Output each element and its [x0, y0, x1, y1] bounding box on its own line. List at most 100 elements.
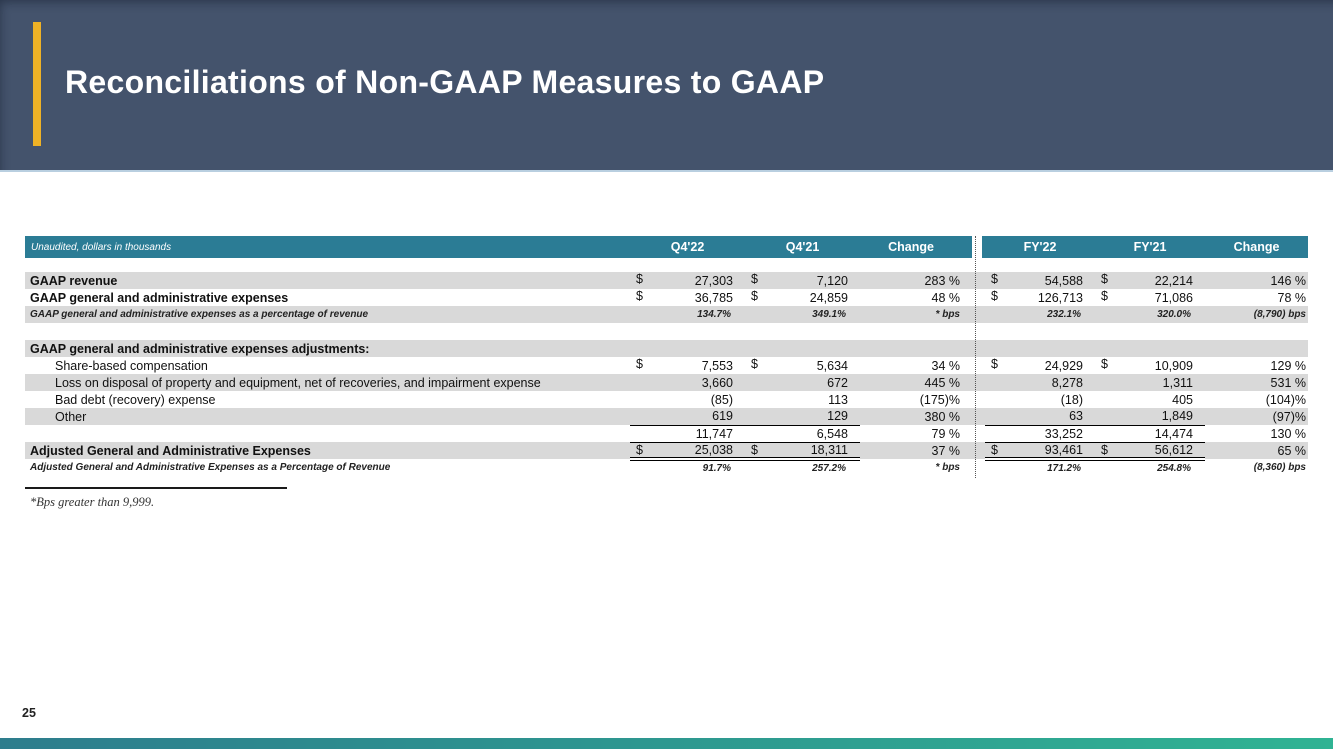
cell-value: 34 %	[931, 358, 961, 373]
table-note: Unaudited, dollars in thousands	[25, 236, 630, 258]
change-cell: * bps	[860, 306, 962, 323]
value-cell: 171.2%	[985, 459, 1095, 476]
cell-value: 1,849	[1161, 409, 1193, 424]
change-cell: 65 %	[1205, 442, 1308, 459]
currency-symbol: $	[1101, 272, 1108, 286]
cell-value: 257.2%	[812, 463, 846, 474]
row-label: Other	[25, 408, 630, 425]
value-cell: 619	[630, 408, 745, 426]
cell-value: 254.8%	[1157, 463, 1191, 474]
cell-value: 25,038	[694, 442, 733, 457]
value-cell: $25,038	[630, 442, 745, 461]
change-cell: 531 %	[1205, 374, 1308, 391]
row-label: GAAP general and administrative expenses	[30, 290, 289, 305]
cell-value: 54,588	[1044, 273, 1083, 288]
value-cell: 254.8%	[1095, 459, 1205, 476]
value-cell: 8,278	[985, 374, 1095, 391]
cell-value: 320.0%	[1157, 309, 1191, 320]
change-cell: (8,360) bps	[1205, 459, 1308, 476]
change-cell: 79 %	[860, 425, 962, 442]
table-row: 11,747 6,548 79 % 33,252 14,474 130 %	[25, 425, 1308, 443]
cell-value: 130 %	[1270, 426, 1306, 441]
currency-symbol: $	[1101, 442, 1108, 457]
cell-value: 531 %	[1270, 375, 1306, 390]
column-header-change-fy: Change	[1205, 236, 1308, 258]
cell-value: 5,634	[816, 358, 848, 373]
cell-value: (85)	[710, 392, 733, 407]
value-cell: $126,713	[985, 289, 1095, 306]
table-row: Adjusted General and Administrative Expe…	[25, 459, 1308, 476]
change-cell: (8,790) bps	[1205, 306, 1308, 323]
change-cell	[1205, 340, 1308, 357]
cell-value: 91.7%	[702, 463, 731, 474]
cell-value: 126,713	[1037, 290, 1083, 305]
cell-value: (8,790) bps	[1253, 309, 1306, 320]
page-number: 25	[22, 706, 36, 720]
cell-value: 37 %	[931, 443, 961, 458]
column-header-change-q: Change	[860, 236, 962, 258]
cell-value: 71,086	[1154, 290, 1193, 305]
footnote-rule	[25, 487, 287, 489]
reconciliation-table: Unaudited, dollars in thousands Q4'22 Q4…	[25, 236, 1308, 476]
cell-value: 24,929	[1044, 358, 1083, 373]
currency-symbol: $	[636, 289, 643, 303]
table-row: GAAP general and administrative expenses…	[25, 306, 1308, 323]
cell-value: 380 %	[924, 409, 960, 424]
section-divider-cell	[962, 306, 985, 323]
section-divider-cell	[962, 408, 985, 425]
header-section-gap	[962, 236, 985, 258]
row-label: Loss on disposal of property and equipme…	[25, 374, 630, 391]
currency-symbol: $	[1101, 357, 1108, 371]
change-cell	[860, 340, 962, 357]
value-cell: 113	[745, 391, 860, 408]
row-label: GAAP general and administrative expenses…	[25, 340, 630, 357]
value-cell: $56,612	[1095, 442, 1205, 461]
change-cell: 78 %	[1205, 289, 1308, 306]
change-cell: 48 %	[860, 289, 962, 306]
cell-value: 27,303	[694, 273, 733, 288]
section-divider-cell	[962, 289, 985, 306]
column-header-q421: Q4'21	[745, 236, 860, 258]
value-cell: 6,548	[745, 425, 860, 443]
cell-value: 18,311	[810, 442, 848, 457]
cell-value: 78 %	[1277, 290, 1307, 305]
table-row: Adjusted General and Administrative Expe…	[25, 442, 1308, 461]
cell-value: 232.1%	[1047, 309, 1081, 320]
accent-bar	[33, 22, 41, 146]
reconciliation-table-wrap: Unaudited, dollars in thousands Q4'22 Q4…	[25, 236, 1308, 476]
cell-value: * bps	[935, 309, 960, 320]
change-cell: 380 %	[860, 408, 962, 425]
currency-symbol: $	[751, 357, 758, 371]
row-label: Adjusted General and Administrative Expe…	[25, 442, 630, 459]
value-cell: 232.1%	[985, 306, 1095, 323]
value-cell: $5,634	[745, 357, 860, 374]
value-cell: 320.0%	[1095, 306, 1205, 323]
cell-value: 33,252	[1044, 426, 1083, 441]
value-cell: $7,120	[745, 272, 860, 289]
value-cell: 14,474	[1095, 425, 1205, 443]
currency-symbol: $	[1101, 289, 1108, 303]
table-row: Loss on disposal of property and equipme…	[25, 374, 1308, 391]
currency-symbol: $	[751, 289, 758, 303]
currency-symbol: $	[991, 357, 998, 371]
cell-value: 22,214	[1154, 273, 1193, 288]
cell-value: 619	[712, 409, 733, 424]
cell-value: 11,747	[695, 426, 733, 441]
value-cell: 33,252	[985, 425, 1095, 443]
value-cell: 1,311	[1095, 374, 1205, 391]
currency-symbol: $	[991, 442, 998, 457]
section-divider-cell	[962, 425, 985, 442]
row-label: GAAP general and administrative expenses…	[25, 306, 630, 323]
cell-value: 134.7%	[697, 309, 731, 320]
value-cell: 134.7%	[630, 306, 745, 323]
cell-value: 349.1%	[812, 309, 846, 320]
value-cell	[985, 340, 1095, 357]
value-cell: $27,303	[630, 272, 745, 289]
row-label	[25, 425, 630, 442]
value-cell: $24,929	[985, 357, 1095, 374]
value-cell: 91.7%	[630, 459, 745, 476]
row-label: Share-based compensation	[55, 358, 208, 373]
cell-value: 63	[1069, 409, 1083, 424]
change-cell: 129 %	[1205, 357, 1308, 374]
reconciliation-table-body: GAAP revenue $27,303 $7,120 283 % $54,588 $22…	[25, 258, 1308, 476]
